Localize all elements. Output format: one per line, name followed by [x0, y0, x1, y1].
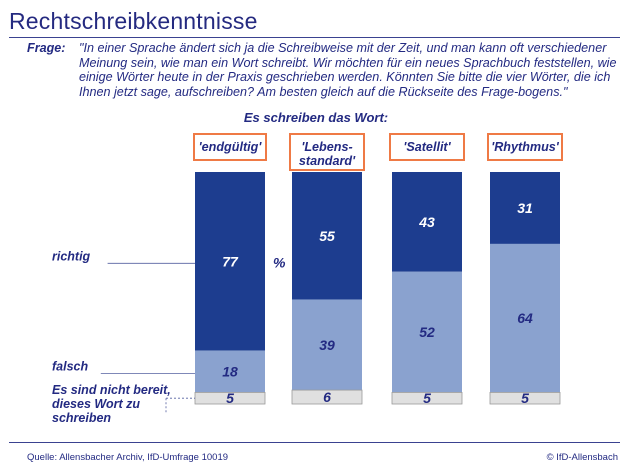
bar-richtig-4 [490, 172, 560, 244]
category-box-2 [289, 133, 365, 171]
series-label-3-line-1: Es sind nicht bereit, [52, 383, 171, 397]
unit-label: % [273, 254, 286, 270]
value-label-falsch-2: 39 [319, 337, 335, 353]
series-label-3-line-3: schreiben [52, 411, 111, 425]
bar-falsch-1 [195, 350, 265, 393]
bar-es-2 [291, 389, 363, 405]
series-label-3-line-2: dieses Wort zu [52, 397, 140, 411]
value-label-richtig-4: 31 [517, 200, 533, 216]
bottom-rule [9, 442, 620, 443]
bar-es-4 [489, 391, 561, 405]
bar-falsch-2 [292, 299, 362, 391]
value-label-es-1: 5 [226, 390, 234, 406]
bar-falsch-3 [392, 271, 462, 393]
value-label-falsch-1: 18 [222, 364, 238, 380]
value-label-falsch-3: 52 [419, 324, 435, 340]
value-label-es-2: 6 [323, 389, 331, 405]
category-box-3 [389, 133, 465, 161]
category-label-2-line-2: standard' [299, 154, 356, 168]
category-label-4: 'Rhythmus' [491, 140, 560, 154]
value-label-es-3: 5 [423, 390, 431, 406]
bar-richtig-2 [292, 172, 362, 300]
value-label-richtig-2: 55 [319, 228, 335, 244]
bar-richtig-3 [392, 172, 462, 272]
bar-richtig-1 [195, 172, 265, 351]
category-label-3: 'Satellit' [403, 140, 451, 154]
value-label-es-4: 5 [521, 390, 529, 406]
chart-title: Rechtschreibkenntnisse [9, 8, 258, 34]
category-box-1 [193, 133, 267, 161]
copyright: © IfD-Allensbach [546, 452, 618, 463]
value-label-falsch-4: 64 [517, 310, 533, 326]
value-label-richtig-1: 77 [222, 253, 239, 269]
value-label-richtig-3: 43 [418, 214, 435, 230]
question-block: Frage: "In einer Sprache ändert sich ja … [27, 41, 617, 99]
top-rule [9, 37, 620, 38]
category-label-2-line-1: 'Lebens- [301, 140, 352, 154]
source-note: Quelle: Allensbacher Archiv, IfD-Umfrage… [27, 452, 229, 463]
series-label-1: richtig [52, 249, 91, 263]
category-box-4 [487, 133, 563, 161]
bar-es-3 [391, 391, 463, 405]
question-label: Frage: [27, 41, 66, 55]
category-label-1: 'endgültig' [199, 140, 263, 154]
question-text: "In einer Sprache ändert sich ja die Sch… [79, 41, 617, 99]
series-label-2: falsch [52, 360, 88, 374]
bar-falsch-4 [490, 243, 560, 393]
chart-subheading: Es schreiben das Wort: [243, 110, 389, 125]
